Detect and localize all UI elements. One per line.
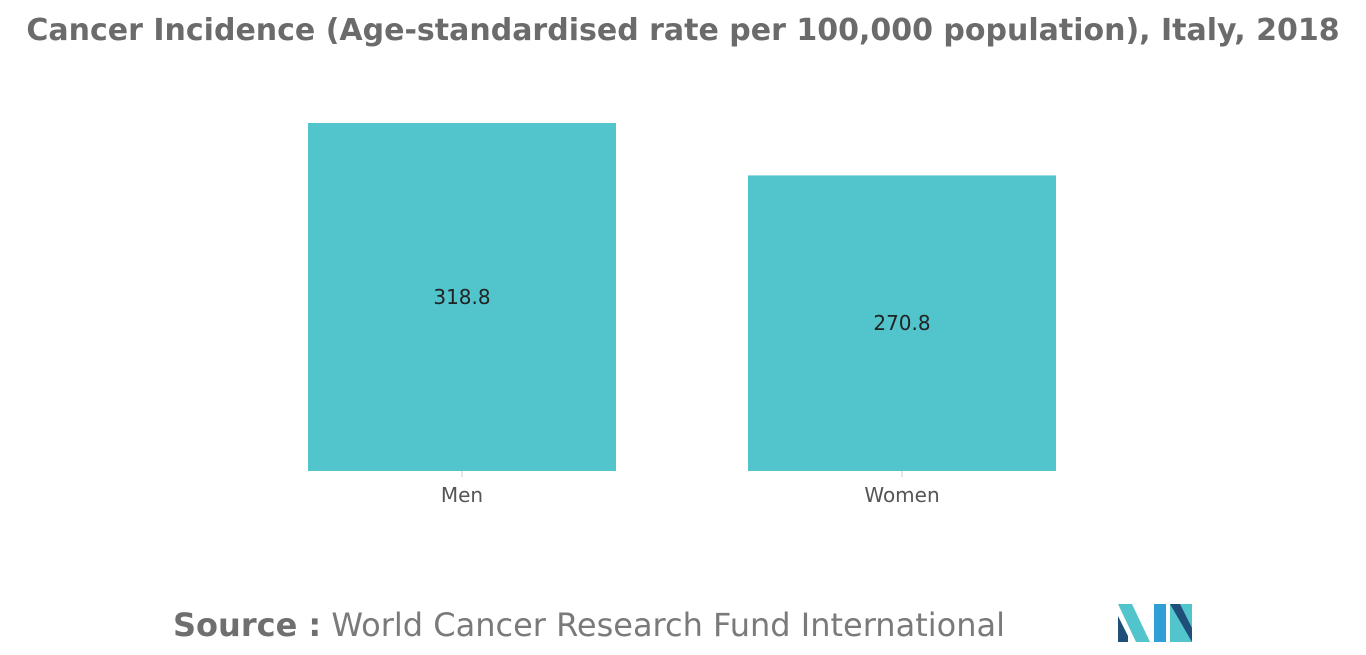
x-axis-ticks (461, 471, 903, 477)
value-label-women: 270.8 (873, 311, 930, 335)
bar-women (748, 175, 1056, 471)
category-label-women: Women (864, 483, 939, 507)
source-text: World Cancer Research Fund International (331, 606, 1005, 644)
logo-left-base (1118, 616, 1128, 642)
chart-title: Cancer Incidence (Age-standardised rate … (26, 13, 1340, 48)
category-label-men: Men (441, 483, 483, 507)
source-label: Source : (173, 606, 322, 644)
value-label-men: 318.8 (433, 285, 490, 309)
logo-left-shape (1118, 604, 1150, 642)
logo-right-cut (1170, 604, 1192, 642)
value-labels: 318.8 270.8 (433, 285, 930, 335)
logo-middle-shape (1154, 604, 1166, 642)
mordor-intelligence-logo-icon (1118, 604, 1192, 642)
source-line: Source : World Cancer Research Fund Inte… (173, 606, 1005, 644)
bars-layer (308, 123, 1056, 471)
bar-chart: Men Women 318.8 270.8 (308, 123, 1056, 507)
bar-men (308, 123, 616, 471)
category-labels: Men Women (441, 483, 940, 507)
